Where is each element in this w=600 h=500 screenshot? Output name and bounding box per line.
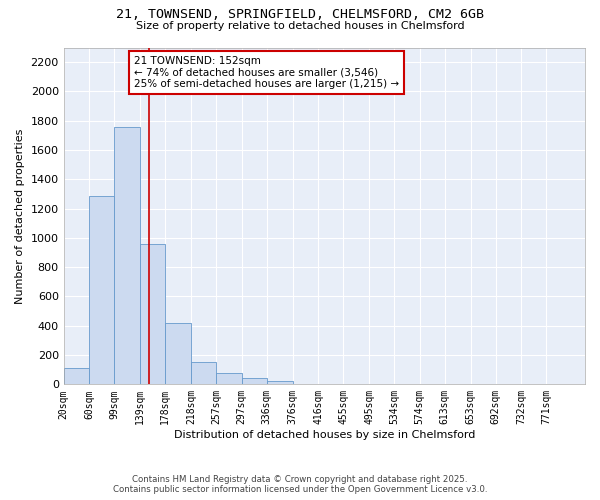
Bar bbox=[191, 362, 216, 384]
Bar bbox=[165, 323, 191, 384]
Bar bbox=[89, 196, 115, 384]
Text: Contains HM Land Registry data © Crown copyright and database right 2025.
Contai: Contains HM Land Registry data © Crown c… bbox=[113, 474, 487, 494]
Bar bbox=[267, 382, 293, 384]
Text: Size of property relative to detached houses in Chelmsford: Size of property relative to detached ho… bbox=[136, 21, 464, 31]
Bar bbox=[115, 126, 140, 384]
Bar bbox=[140, 244, 165, 384]
Bar bbox=[242, 378, 267, 384]
Bar bbox=[64, 368, 89, 384]
Y-axis label: Number of detached properties: Number of detached properties bbox=[15, 128, 25, 304]
Text: 21 TOWNSEND: 152sqm
← 74% of detached houses are smaller (3,546)
25% of semi-det: 21 TOWNSEND: 152sqm ← 74% of detached ho… bbox=[134, 56, 399, 89]
Bar bbox=[216, 374, 242, 384]
X-axis label: Distribution of detached houses by size in Chelmsford: Distribution of detached houses by size … bbox=[173, 430, 475, 440]
Text: 21, TOWNSEND, SPRINGFIELD, CHELMSFORD, CM2 6GB: 21, TOWNSEND, SPRINGFIELD, CHELMSFORD, C… bbox=[116, 8, 484, 20]
